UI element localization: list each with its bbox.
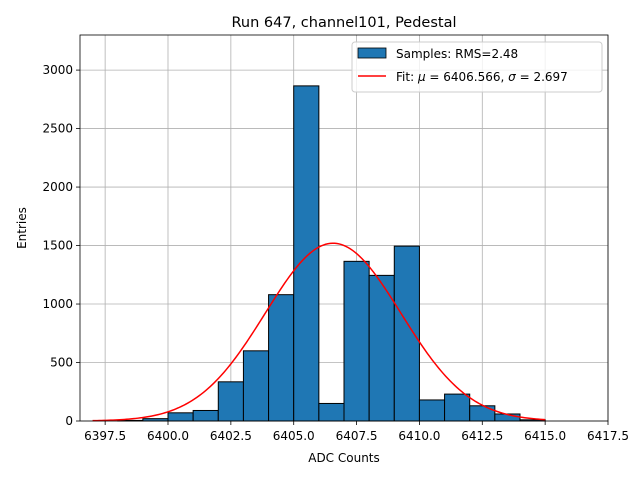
y-tick-label: 3000	[42, 63, 73, 77]
histogram-bar	[293, 85, 320, 422]
legend-fit-mu-symbol: μ	[417, 70, 426, 84]
histogram-bar	[167, 412, 194, 422]
histogram-bar	[343, 260, 370, 422]
x-tick-label: 6407.5	[336, 429, 378, 443]
x-tick-label: 6412.5	[461, 429, 503, 443]
histogram-bar	[268, 294, 295, 422]
x-tick-label: 6400.0	[147, 429, 189, 443]
x-tick-label: 6402.5	[210, 429, 252, 443]
legend-samples-label: Samples: RMS=2.48	[396, 47, 518, 61]
legend-fit-sigma-symbol: σ	[508, 70, 516, 84]
histogram-bar	[469, 405, 496, 422]
x-tick-label: 6405.0	[273, 429, 315, 443]
legend: Samples: RMS=2.48 Fit: μ = 6406.566, σ =…	[351, 41, 603, 93]
y-tick-label: 500	[50, 356, 73, 370]
legend-bar-swatch	[357, 47, 387, 59]
y-tick-label: 2000	[42, 180, 73, 194]
x-tick-label: 6410.0	[398, 429, 440, 443]
histogram-bar	[192, 409, 219, 422]
histogram-bar	[444, 393, 471, 422]
legend-fit-sigma-value: = 2.697	[516, 70, 568, 84]
bars-layer	[117, 85, 546, 422]
legend-fit-prefix: Fit:	[396, 70, 418, 84]
y-tick-label: 1500	[42, 239, 73, 253]
y-tick-label: 1000	[42, 297, 73, 311]
histogram-bar	[393, 245, 420, 422]
x-tick-label: 6417.5	[587, 429, 629, 443]
histogram-bar	[418, 399, 446, 422]
y-tick-label: 0	[65, 414, 73, 428]
legend-box	[351, 41, 603, 93]
chart-title: Run 647, channel101, Pedestal	[231, 15, 456, 31]
x-tick-label: 6397.5	[84, 429, 126, 443]
x-tick-label: 6415.0	[524, 429, 566, 443]
fit-curve	[92, 242, 546, 422]
y-tick-label: 2500	[42, 122, 73, 136]
legend-fit-label: Fit: μ = 6406.566, σ = 2.697	[396, 70, 568, 84]
x-axis-label: ADC Counts	[308, 451, 380, 465]
y-axis-label: Entries	[15, 207, 29, 249]
ticks-layer: 6397.5 6400.0 6402.5 6405.0 6407.5 6410.0 6412…	[42, 63, 629, 443]
plot-frame	[79, 34, 609, 422]
legend-fit-mu-value: = 6406.566,	[426, 70, 509, 84]
histogram-bar	[242, 350, 270, 422]
histogram-bar	[217, 381, 244, 422]
histogram-bar	[318, 402, 345, 422]
